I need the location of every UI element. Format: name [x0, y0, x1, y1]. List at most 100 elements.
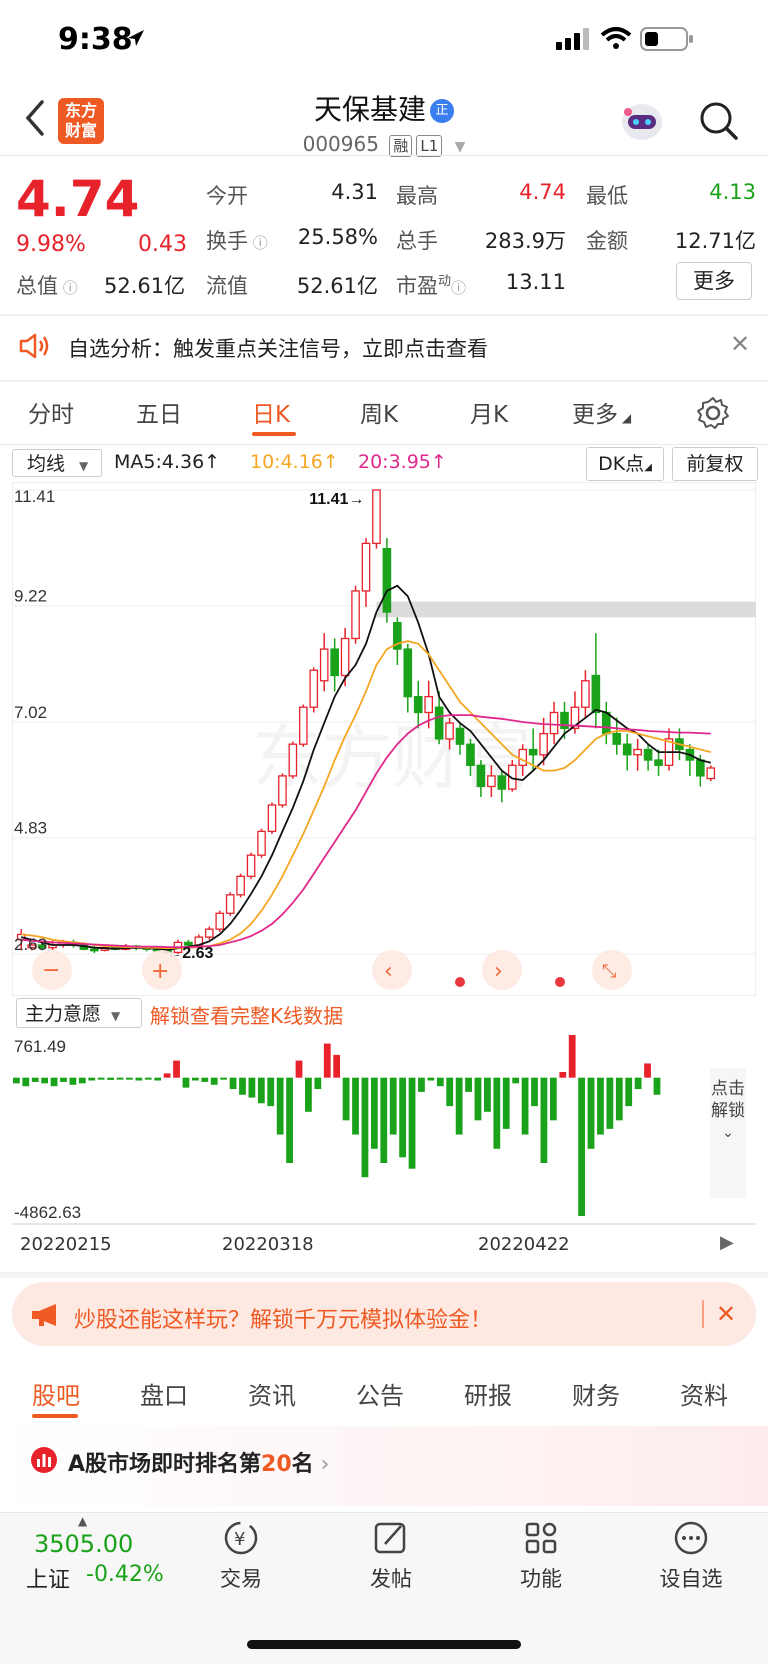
candle-body	[455, 727, 465, 745]
stock-code: 000965	[302, 132, 379, 156]
resistance-zone-rect	[376, 601, 756, 618]
candle-body	[539, 732, 548, 756]
ma5-legend: MA5:4.36↑	[114, 451, 221, 473]
tab-profile[interactable]: 资料	[680, 1382, 728, 1410]
tab-five-day[interactable]: 五日	[136, 402, 182, 428]
play-icon[interactable]: ▶	[720, 1232, 734, 1253]
candle-body	[215, 912, 225, 930]
nav-functions[interactable]: 功能	[486, 1518, 596, 1593]
candle-body	[246, 854, 256, 877]
more-quote-button[interactable]: 更多	[676, 262, 752, 300]
date-label: 20220422	[478, 1234, 570, 1255]
ma10-legend: 10:4.16↑	[250, 451, 339, 473]
candle-body	[267, 804, 277, 833]
y-axis-labels: 11.41 9.22 7.02 4.83 2.63	[14, 487, 55, 954]
indicator-bar	[540, 1077, 548, 1164]
active-tab-indicator	[252, 432, 296, 436]
adjust-mode-button[interactable]: 前复权	[672, 447, 758, 481]
nav-post[interactable]: 发帖	[336, 1518, 446, 1593]
tab-finance[interactable]: 财务	[572, 1382, 620, 1410]
candle-body	[633, 748, 642, 756]
close-icon[interactable]: ✕	[716, 1300, 737, 1328]
candle-body	[622, 743, 632, 756]
candle-body	[476, 764, 486, 788]
unlock-side-button[interactable]: 点击解锁 ⌄	[710, 1068, 746, 1198]
candle-body	[696, 759, 705, 777]
low-label: 最低	[586, 184, 628, 208]
nav-trade[interactable]: ¥ 交易	[186, 1518, 296, 1593]
tab-pankou[interactable]: 盘口	[140, 1382, 188, 1410]
gear-icon[interactable]	[696, 396, 730, 430]
candle-body	[424, 695, 433, 714]
indicator-bar	[97, 1077, 105, 1080]
back-chevron-icon[interactable]	[24, 100, 48, 136]
change-percent: 9.98%	[16, 232, 86, 257]
index-change[interactable]: -0.42%	[86, 1562, 164, 1587]
dk-point-button[interactable]: DK点◢	[586, 447, 664, 481]
ranking-text[interactable]: A股市场即时排名第20名 ›	[68, 1452, 330, 1477]
indicator-min: -4862.63	[14, 1203, 81, 1222]
candle-body	[413, 695, 423, 714]
promo-banner[interactable]	[12, 1282, 756, 1346]
stock-code-row[interactable]: 000965 融 L1 ▼	[0, 132, 768, 157]
candle-body	[236, 875, 245, 896]
candle-body	[445, 722, 454, 740]
promo-text[interactable]: 炒股还能这样玩？解锁千万元模拟体验金！	[74, 1308, 493, 1333]
nav-add-watchlist[interactable]: 设自选	[636, 1518, 746, 1593]
tab-more[interactable]: 更多 ◢	[572, 402, 632, 428]
indicator-bar	[653, 1077, 661, 1095]
candle-body	[90, 948, 99, 952]
tab-monthly-k[interactable]: 月K	[470, 402, 509, 428]
indicator-select[interactable]: 主力意愿 ▼	[16, 998, 142, 1028]
tab-daily-k[interactable]: 日K	[252, 402, 291, 428]
candle-body	[225, 894, 235, 914]
ma-select[interactable]: 均线 ▼	[12, 449, 102, 477]
bar-chart-icon	[31, 1447, 57, 1473]
indicator-bar	[408, 1077, 416, 1169]
candle-body	[487, 775, 496, 788]
candle-body	[288, 743, 298, 777]
chevron-right-icon: ›	[494, 959, 503, 984]
tab-guba[interactable]: 股吧	[32, 1382, 80, 1410]
ma20-legend: 20:3.95↑	[358, 451, 447, 473]
fullscreen-button	[592, 950, 632, 990]
indicator-bar	[210, 1077, 218, 1085]
signal-icon	[556, 28, 589, 50]
search-icon[interactable]	[698, 100, 740, 142]
candle-body	[581, 680, 590, 708]
candle-body	[528, 748, 538, 756]
unlock-kline-link[interactable]: 解锁查看完整K线数据	[150, 1004, 344, 1028]
pe-value: 13.11	[505, 270, 566, 294]
float-value-label: 流值	[206, 274, 248, 298]
indicator-bar	[163, 1073, 171, 1078]
analysis-text[interactable]: 自选分析：触发重点关注信号，立即点击查看	[68, 337, 488, 361]
candle-body	[319, 648, 329, 682]
ranking-banner[interactable]	[0, 1426, 768, 1506]
close-icon[interactable]: ✕	[730, 330, 751, 358]
candle-body	[403, 648, 413, 698]
tab-weekly-k[interactable]: 周K	[360, 402, 399, 428]
high-value: 4.74	[519, 180, 566, 204]
volume-value: 283.9万	[484, 229, 566, 253]
index-name[interactable]: 上证	[26, 1568, 71, 1593]
tab-intraday[interactable]: 分时	[28, 402, 74, 428]
indicator-bar	[568, 1034, 576, 1078]
indicator-bar	[361, 1077, 369, 1178]
candle-body	[27, 944, 36, 949]
candlestick-chart[interactable]: 东方财富 11.419.227.024.832.63 11.41→ ←2.63 …	[12, 482, 756, 996]
date-label: 20220215	[20, 1234, 112, 1255]
indicator-bar	[69, 1077, 77, 1085]
divider	[0, 155, 768, 156]
tab-announcements[interactable]: 公告	[356, 1382, 404, 1410]
candle-body	[393, 621, 402, 650]
indicator-bar	[634, 1077, 642, 1090]
indicator-bar	[126, 1077, 133, 1080]
assistant-robot-icon[interactable]	[620, 102, 664, 142]
indicator-bar	[389, 1077, 397, 1135]
divider	[0, 314, 768, 316]
tab-news[interactable]: 资讯	[248, 1382, 296, 1410]
tab-research[interactable]: 研报	[464, 1382, 512, 1410]
indicator-bar	[116, 1077, 124, 1080]
index-value[interactable]: 3505.00	[34, 1530, 134, 1558]
nav-trade-label: 交易	[220, 1567, 262, 1591]
